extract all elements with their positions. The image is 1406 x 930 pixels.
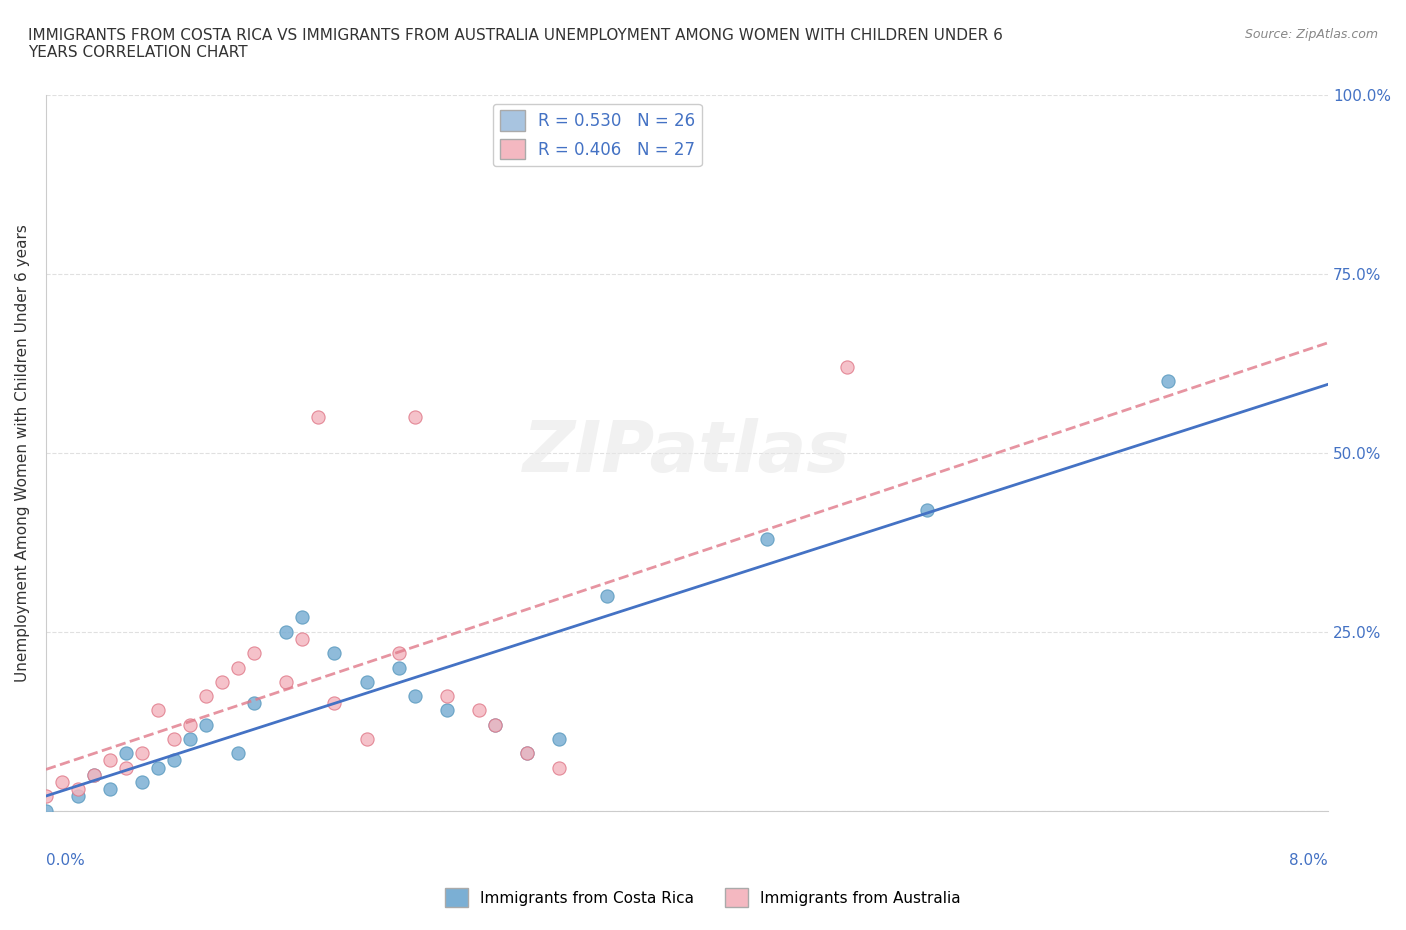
Point	[1157, 374, 1180, 389]
Legend: R = 0.530   N = 26, R = 0.406   N = 27: R = 0.530 N = 26, R = 0.406 N = 27	[494, 104, 702, 166]
Point	[98, 753, 121, 768]
Text: 8.0%: 8.0%	[1289, 854, 1329, 869]
Point	[195, 717, 218, 732]
Legend: Immigrants from Costa Rica, Immigrants from Australia: Immigrants from Costa Rica, Immigrants f…	[439, 883, 967, 913]
Point	[323, 645, 346, 660]
Point	[98, 781, 121, 796]
Point	[516, 746, 538, 761]
Point	[179, 732, 201, 747]
Point	[516, 746, 538, 761]
Point	[323, 696, 346, 711]
Text: ZIPatlas: ZIPatlas	[523, 418, 851, 487]
Point	[226, 660, 249, 675]
Point	[115, 746, 138, 761]
Point	[195, 689, 218, 704]
Point	[211, 674, 233, 689]
Point	[356, 674, 378, 689]
Point	[484, 717, 506, 732]
Point	[467, 703, 489, 718]
Point	[291, 631, 314, 646]
Point	[35, 804, 58, 818]
Point	[387, 660, 409, 675]
Point	[66, 789, 89, 804]
Point	[436, 689, 458, 704]
Point	[917, 503, 939, 518]
Point	[291, 610, 314, 625]
Point	[115, 760, 138, 775]
Point	[404, 689, 426, 704]
Point	[243, 645, 266, 660]
Point	[276, 624, 298, 639]
Point	[35, 789, 58, 804]
Y-axis label: Unemployment Among Women with Children Under 6 years: Unemployment Among Women with Children U…	[15, 224, 30, 682]
Point	[243, 696, 266, 711]
Point	[596, 589, 619, 604]
Point	[131, 775, 153, 790]
Point	[356, 732, 378, 747]
Point	[83, 767, 105, 782]
Point	[837, 360, 859, 375]
Point	[66, 781, 89, 796]
Point	[146, 703, 169, 718]
Point	[83, 767, 105, 782]
Point	[131, 746, 153, 761]
Point	[436, 703, 458, 718]
Point	[404, 410, 426, 425]
Point	[226, 746, 249, 761]
Point	[146, 760, 169, 775]
Point	[51, 775, 73, 790]
Point	[484, 717, 506, 732]
Point	[756, 531, 779, 546]
Text: Source: ZipAtlas.com: Source: ZipAtlas.com	[1244, 28, 1378, 41]
Text: 0.0%: 0.0%	[46, 854, 84, 869]
Point	[276, 674, 298, 689]
Point	[179, 717, 201, 732]
Point	[163, 753, 186, 768]
Text: IMMIGRANTS FROM COSTA RICA VS IMMIGRANTS FROM AUSTRALIA UNEMPLOYMENT AMONG WOMEN: IMMIGRANTS FROM COSTA RICA VS IMMIGRANTS…	[28, 28, 1002, 60]
Point	[307, 410, 329, 425]
Point	[547, 760, 569, 775]
Point	[387, 645, 409, 660]
Point	[163, 732, 186, 747]
Point	[547, 732, 569, 747]
